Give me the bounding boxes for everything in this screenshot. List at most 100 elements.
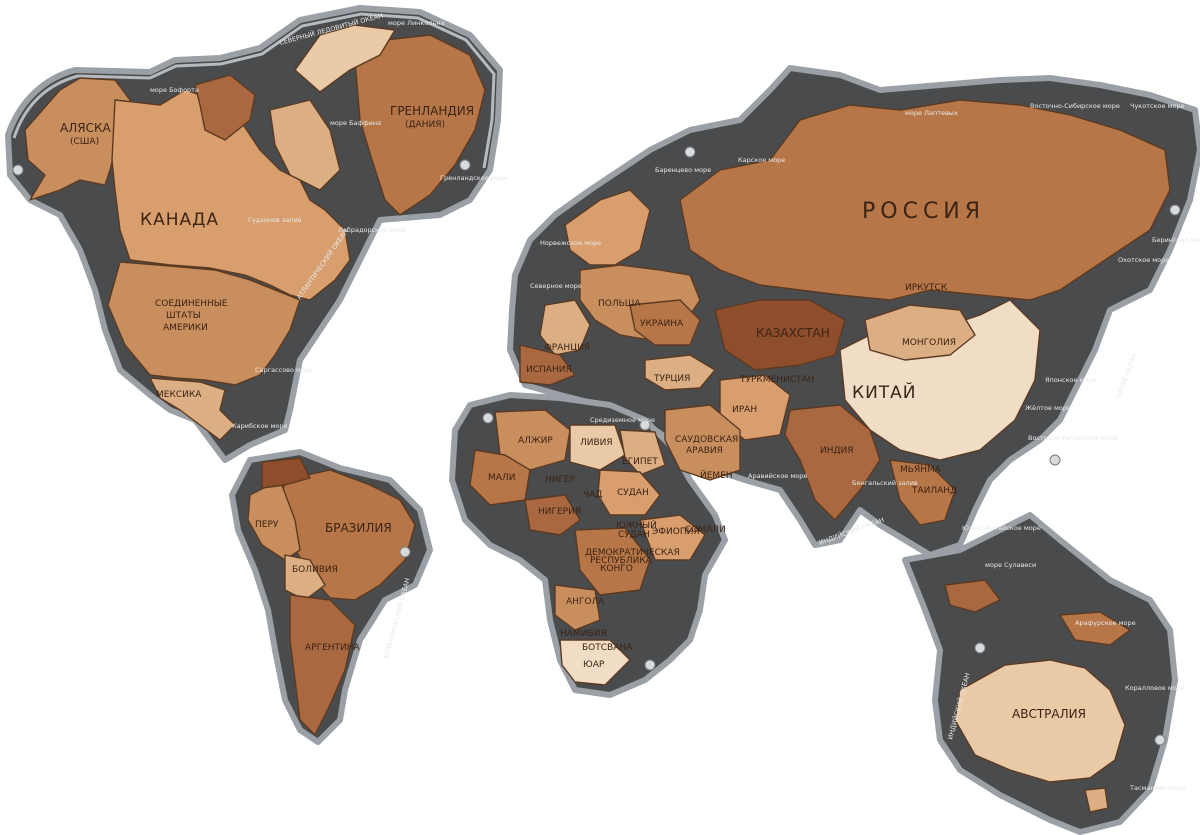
australia-pieces <box>944 579 1131 813</box>
label-okhotsk: Охотское море <box>1118 256 1169 264</box>
label-mali: МАЛИ <box>488 473 515 483</box>
label-labrador: Лабрадорское море <box>338 226 406 234</box>
label-alaska-sub: (США) <box>70 137 99 147</box>
spain-piece[interactable] <box>519 344 576 386</box>
label-poland: ПОЛЬША <box>598 299 641 309</box>
label-botswana: БОТСВАНА <box>582 643 633 653</box>
label-norwegian: Норвежское море <box>540 239 601 247</box>
peru-piece[interactable] <box>247 479 301 561</box>
indonesia-piece[interactable] <box>944 579 1001 613</box>
africa-pieces <box>469 409 706 686</box>
canada-islands-piece[interactable] <box>194 74 256 141</box>
bolivia-piece[interactable] <box>284 554 326 601</box>
country-labels: АЛЯСКА (США) КАНАДА СОЕДИНЕННЫЕ ШТАТЫ АМ… <box>60 104 1086 721</box>
pin <box>399 546 411 558</box>
label-spain: ИСПАНИЯ <box>526 365 572 375</box>
libya-piece[interactable] <box>569 424 626 471</box>
label-argentina: АРГЕНТИНА <box>305 643 361 653</box>
south-africa-piece[interactable] <box>559 639 631 686</box>
label-egypt: ЕГИПЕТ <box>622 457 658 467</box>
label-kazakhstan: КАЗАХСТАН <box>756 326 830 340</box>
north-america-acrylic-edge <box>12 12 496 169</box>
label-canada: КАНАДА <box>140 210 219 230</box>
france-piece[interactable] <box>539 299 591 356</box>
label-sar: ЮАР <box>583 660 605 670</box>
egypt-piece[interactable] <box>619 429 666 476</box>
kazakhstan-piece[interactable] <box>714 299 846 371</box>
label-arabian: Аравийское море <box>748 472 807 480</box>
label-sargasso: Саргассово море <box>255 366 313 374</box>
mongolia-piece[interactable] <box>864 304 976 361</box>
ethiopia-piece[interactable] <box>639 514 706 561</box>
india-piece[interactable] <box>784 404 881 521</box>
label-laptev: море Лаптевых <box>905 109 958 117</box>
russia-piece[interactable] <box>679 99 1171 301</box>
ellesmere-piece[interactable] <box>294 24 396 93</box>
label-usa-3: АМЕРИКИ <box>163 323 208 333</box>
saudi-arabia-piece[interactable] <box>664 404 741 481</box>
label-angola: АНГОЛА <box>566 597 605 607</box>
label-bolivia: БОЛИВИЯ <box>292 565 338 575</box>
alaska-piece[interactable] <box>24 77 131 201</box>
label-yemen: ЙЕМЕН <box>700 469 733 481</box>
label-myanmar: МЬЯНМА <box>900 465 942 475</box>
label-south-china: Южно-Китайское море <box>962 524 1041 532</box>
arctic-islands-piece[interactable] <box>269 99 341 191</box>
southeast-asia-piece[interactable] <box>889 459 956 526</box>
label-usa-2: ШТАТЫ <box>166 311 201 321</box>
pin <box>482 412 494 424</box>
eurasia-pieces <box>519 99 1171 526</box>
argentina-piece[interactable] <box>289 594 356 736</box>
label-arafura: Арафурское море <box>1075 619 1136 627</box>
label-mexico: МЕКСИКА <box>156 390 202 400</box>
label-peru: ПЕРУ <box>255 520 279 530</box>
tasmania-piece[interactable] <box>1084 787 1109 813</box>
label-brazil: БРАЗИЛИЯ <box>325 521 392 535</box>
new-guinea-piece[interactable] <box>1059 611 1131 646</box>
label-bengal: Бенгальский залив <box>852 479 918 487</box>
nigeria-piece[interactable] <box>524 494 581 536</box>
label-pacific: ТИХИЙ ОКЕАН <box>1113 352 1138 401</box>
label-greenland: ГРЕНЛАНДИЯ <box>390 104 474 118</box>
label-mongolia: МОНГОЛИЯ <box>902 338 956 348</box>
label-tasman: Тасманово море <box>1129 784 1186 792</box>
label-alaska: АЛЯСКА <box>60 121 111 135</box>
ukraine-piece[interactable] <box>629 299 701 346</box>
label-lincoln: море Линкольна <box>388 19 445 27</box>
label-caribbean: Карибское море <box>232 422 288 430</box>
label-beaufort: море Бофорта <box>150 86 199 94</box>
label-turkmenistan: ТУРКМЕНИСТАН <box>739 375 814 385</box>
pin <box>1169 204 1181 216</box>
label-ethiopia: ЭФИОПИЯ <box>652 527 700 537</box>
australia-piece[interactable] <box>954 659 1126 783</box>
pin <box>974 642 986 654</box>
label-saudi-1: САУДОВСКАЯ <box>675 435 738 445</box>
pin <box>1154 734 1166 746</box>
scandinavia-piece[interactable] <box>564 189 651 266</box>
label-hudson: Гудзонов залив <box>248 216 302 224</box>
greenland-piece[interactable] <box>354 34 486 216</box>
label-drc-1: ДЕМОКРАТИЧЕСКАЯ <box>585 548 680 558</box>
label-namibia: НАМИБИЯ <box>560 629 607 639</box>
mexico-piece[interactable] <box>149 377 236 441</box>
turkey-piece[interactable] <box>644 354 716 391</box>
label-greenland-sub: (ДАНИЯ) <box>405 120 445 130</box>
label-usa-1: СОЕДИНЕННЫЕ <box>155 299 228 309</box>
label-niger: НИГЕР <box>545 475 576 485</box>
pin <box>684 146 696 158</box>
colombia-piece[interactable] <box>261 457 311 489</box>
drc-piece[interactable] <box>574 527 651 596</box>
angola-piece[interactable] <box>554 584 601 631</box>
label-ukraine: УКРАИНА <box>640 319 684 329</box>
sudan-piece[interactable] <box>597 469 661 516</box>
label-libya: ЛИВИЯ <box>580 438 613 448</box>
mounting-pins <box>12 146 1181 746</box>
label-india: ИНДИЯ <box>820 446 854 456</box>
label-australia: АВСТРАЛИЯ <box>1012 707 1086 721</box>
label-somalia: СОМАЛИ <box>685 525 726 535</box>
label-yellow: Жёлтое море <box>1025 404 1071 412</box>
usa-piece[interactable] <box>107 261 301 386</box>
label-irkutsk: ИРКУТСК <box>905 283 948 293</box>
